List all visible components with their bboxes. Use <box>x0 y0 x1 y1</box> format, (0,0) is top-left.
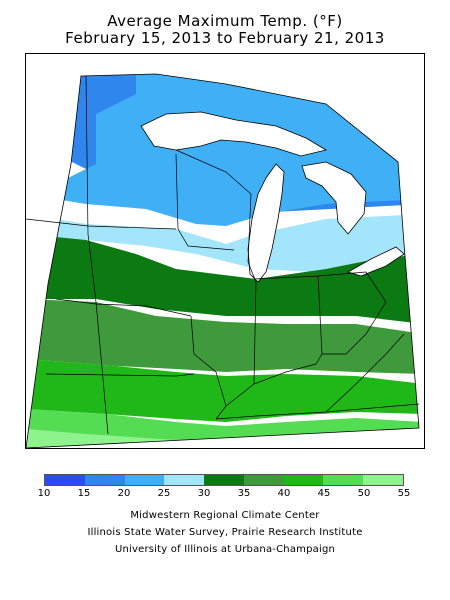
legend-tick-label: 30 <box>197 488 211 499</box>
map-title: Average Maximum Temp. (°F) <box>107 12 343 30</box>
lake-erie <box>346 246 405 277</box>
legend-swatch-7 <box>323 475 364 485</box>
legend-tick-label: 55 <box>397 488 411 499</box>
legend-tick-label: 15 <box>77 488 91 499</box>
color-legend <box>44 474 404 486</box>
legend-swatch-1 <box>84 475 125 485</box>
legend-swatch-5 <box>243 475 284 485</box>
legend-tick-label: 45 <box>317 488 331 499</box>
lake-michigan <box>247 163 285 283</box>
legend-swatch-3 <box>164 475 205 485</box>
credit-line-1: Midwestern Regional Climate Center <box>130 510 320 521</box>
state-boundaries <box>26 75 420 435</box>
legend-tick-label: 10 <box>37 488 51 499</box>
legend-swatch-8 <box>363 475 404 485</box>
legend-swatch-0 <box>45 475 85 485</box>
legend-tick-label: 40 <box>277 488 291 499</box>
legend-tick-labels: 10 15 20 25 30 35 40 45 50 55 <box>0 488 450 502</box>
legend-swatch-2 <box>124 475 165 485</box>
credit-line-3: University of Illinois at Urbana-Champai… <box>114 544 336 555</box>
legend-tick-label: 35 <box>237 488 251 499</box>
band-25-30 <box>26 214 419 272</box>
band-40-45 <box>26 359 419 422</box>
temperature-map <box>25 53 425 449</box>
legend-tick-label: 20 <box>117 488 131 499</box>
outside-north <box>26 54 424 162</box>
map-graphic <box>26 54 424 448</box>
lake-huron <box>301 161 367 235</box>
credit-line-2: Illinois State Water Survey, Prairie Res… <box>87 527 363 538</box>
region-outline <box>26 73 420 448</box>
legend-tick-label: 50 <box>357 488 371 499</box>
legend-tick-label: 25 <box>157 488 171 499</box>
map-date-range: February 15, 2013 to February 21, 2013 <box>65 29 385 47</box>
band-30-35 <box>26 234 419 324</box>
legend-swatch-6 <box>283 475 324 485</box>
band-35-40 <box>26 299 419 374</box>
legend-swatch-4 <box>204 475 244 485</box>
lake-superior <box>140 111 328 157</box>
